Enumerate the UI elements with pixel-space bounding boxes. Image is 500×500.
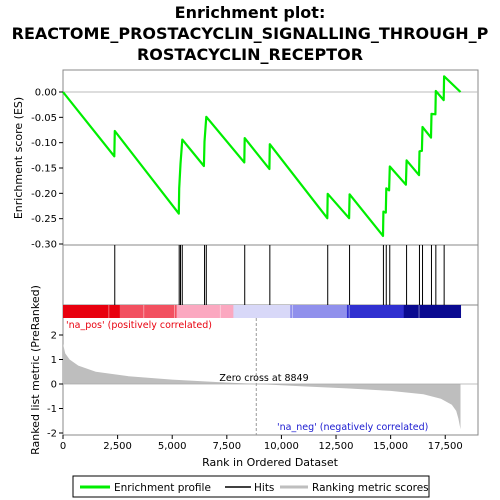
legend-enrichment-label: Enrichment profile <box>114 482 211 494</box>
x-tick-label: 12,500 <box>319 441 354 452</box>
ranking-metric-area <box>63 318 478 435</box>
rank-bar-segment <box>346 305 405 318</box>
metric-y-tick-label: 2 <box>51 331 57 342</box>
rank-bar-segment <box>233 305 291 318</box>
enrichment-profile-line <box>62 75 462 237</box>
x-tick-label: 5,000 <box>158 441 187 452</box>
rank-color-bar <box>63 305 462 318</box>
x-tick-label: 0 <box>60 441 66 452</box>
es-y-tick-label: 0.00 <box>35 88 57 99</box>
es-y-axis: 0.00 -0.05 -0.10 -0.15 -0.20 -0.25 -0.30 <box>31 88 63 251</box>
hit-marks <box>114 245 445 305</box>
x-axis: 0 2,500 5,000 7,500 10,000 12,500 15,000 17,500 <box>60 435 463 452</box>
rank-bar-segment <box>119 305 178 318</box>
neg-correlated-label: 'na_neg' (negatively correlated) <box>277 422 428 433</box>
rank-bar-segment <box>176 305 234 318</box>
title-line-1: Enrichment plot: <box>175 3 326 22</box>
x-tick-label: 15,000 <box>373 441 408 452</box>
x-tick-label: 10,000 <box>264 441 299 452</box>
legend-metric-label: Ranking metric scores <box>312 482 429 494</box>
metric-panel-frame <box>62 304 479 436</box>
x-tick-label: 17,500 <box>428 441 463 452</box>
metric-y-tick-label: 1 <box>51 355 57 366</box>
es-y-tick-label: -0.30 <box>31 240 57 251</box>
es-y-tick-label: -0.20 <box>31 189 57 200</box>
x-tick-label: 2,500 <box>103 441 132 452</box>
metric-y-axis: 2 1 0 -1 -2 <box>47 331 63 440</box>
es-y-tick-label: -0.25 <box>31 214 57 225</box>
rank-bar-segment <box>403 305 462 318</box>
es-y-tick-label: -0.05 <box>31 113 57 124</box>
es-y-axis-label: Enrichment score (ES) <box>12 97 25 219</box>
title-line-3: ROSTACYCLIN_RECEPTOR <box>137 45 363 64</box>
es-y-tick-label: -0.10 <box>31 138 57 149</box>
metric-y-axis-label: Ranked list metric (PreRanked) <box>29 285 42 455</box>
rank-bar-segment <box>290 305 348 318</box>
legend-hits-label: Hits <box>254 482 274 494</box>
metric-y-tick-label: -2 <box>47 429 57 440</box>
es-y-tick-label: -0.15 <box>31 164 57 175</box>
es-curve-group <box>62 75 478 237</box>
zero-cross-label: Zero cross at 8849 <box>219 373 308 384</box>
x-tick-label: 7,500 <box>212 441 241 452</box>
rank-bar-segment <box>63 305 121 318</box>
hits-panel-frame <box>62 244 479 306</box>
x-axis-label: Rank in Ordered Dataset <box>202 456 339 469</box>
metric-y-tick-label: 0 <box>51 380 57 391</box>
metric-y-tick-label: -1 <box>47 404 57 415</box>
ranking-metric-fill <box>63 343 461 430</box>
title-line-2: REACTOME_PROSTACYCLIN_SIGNALLING_THROUGH… <box>12 24 489 43</box>
pos-correlated-label: 'na_pos' (positively correlated) <box>66 320 212 331</box>
